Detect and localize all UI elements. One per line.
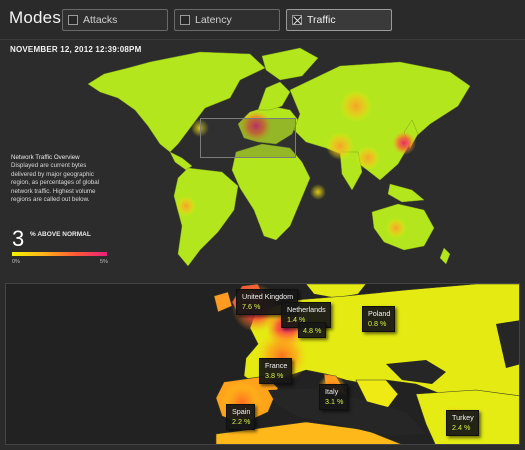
info-title: Network Traffic Overview <box>11 154 80 161</box>
mode-tab-latency-label: Latency <box>195 14 232 26</box>
callout-value: 3.1 % <box>325 397 344 406</box>
hotspot-asia-north <box>340 90 372 122</box>
scale-max-label: 5% <box>100 259 108 265</box>
mode-tab-attacks-label: Attacks <box>83 14 118 26</box>
europe-zoom-region[interactable] <box>200 118 296 158</box>
callout-country: Italy <box>325 387 339 396</box>
caspian-sea <box>496 320 519 368</box>
traffic-checkbox-checked-icon[interactable] <box>292 15 302 25</box>
mediterranean-sea <box>268 388 426 436</box>
scale-min-label: 0% <box>12 259 20 265</box>
info-text: Displayed are current bytes delivered by… <box>11 162 100 204</box>
callout-country: Netherlands <box>287 305 326 314</box>
modes-header: Modes Attacks Latency Traffic <box>0 0 525 40</box>
callout-value: 2.2 % <box>232 417 251 426</box>
callout-spain[interactable]: Spain 2.2 % <box>226 404 256 430</box>
black-sea <box>386 360 446 384</box>
hotspot-brazil <box>176 196 196 216</box>
callout-value: 2.4 % <box>452 423 471 432</box>
hotspot-east-africa <box>310 184 326 200</box>
above-normal-value: 3 <box>12 226 25 251</box>
hotspot-japan <box>392 131 416 155</box>
hotspot-middle-east <box>326 132 354 160</box>
callout-turkey[interactable]: Turkey 2.4 % <box>446 410 479 436</box>
mode-tab-traffic[interactable]: Traffic <box>286 9 392 31</box>
callout-country: France <box>265 361 288 370</box>
mode-tab-attacks[interactable]: Attacks <box>62 9 168 31</box>
callout-germany[interactable]: 4.8 % <box>298 322 327 338</box>
mode-tab-latency[interactable]: Latency <box>174 9 280 31</box>
attacks-checkbox-icon[interactable] <box>68 15 78 25</box>
callout-value: 4.8 % <box>303 326 322 335</box>
callout-country: Turkey <box>452 413 474 422</box>
callout-value: 3.8 % <box>265 371 284 380</box>
timestamp: NOVEMBER 12, 2012 12:39:08PM <box>10 45 142 54</box>
europe-zoom-panel: United Kingdom 7.6 % Netherlands 1.4 % 4… <box>5 283 520 445</box>
above-normal-label: % ABOVE NORMAL <box>30 231 91 238</box>
callout-value: 0.8 % <box>368 319 387 328</box>
latency-checkbox-icon[interactable] <box>180 15 190 25</box>
traffic-overview-info: Network Traffic Overview Displayed are c… <box>11 154 106 204</box>
world-traffic-map[interactable] <box>0 40 525 280</box>
callout-country: Spain <box>232 407 251 416</box>
mode-tab-traffic-label: Traffic <box>307 14 336 26</box>
callout-country: Poland <box>368 309 391 318</box>
hotspot-australia <box>386 218 406 238</box>
callout-country: United Kingdom <box>242 292 294 301</box>
callout-italy[interactable]: Italy 3.1 % <box>319 384 349 410</box>
callout-france[interactable]: France 3.8 % <box>259 358 293 384</box>
traffic-scale-bar <box>12 252 107 256</box>
callout-value: 1.4 % <box>287 315 306 324</box>
callout-poland[interactable]: Poland 0.8 % <box>362 306 396 332</box>
modes-title: Modes <box>9 8 62 27</box>
callout-value: 7.6 % <box>242 302 261 311</box>
hotspot-china <box>356 146 380 170</box>
world-map-panel: NOVEMBER 12, 2012 12:39:08PM Network Tra… <box>0 40 525 280</box>
